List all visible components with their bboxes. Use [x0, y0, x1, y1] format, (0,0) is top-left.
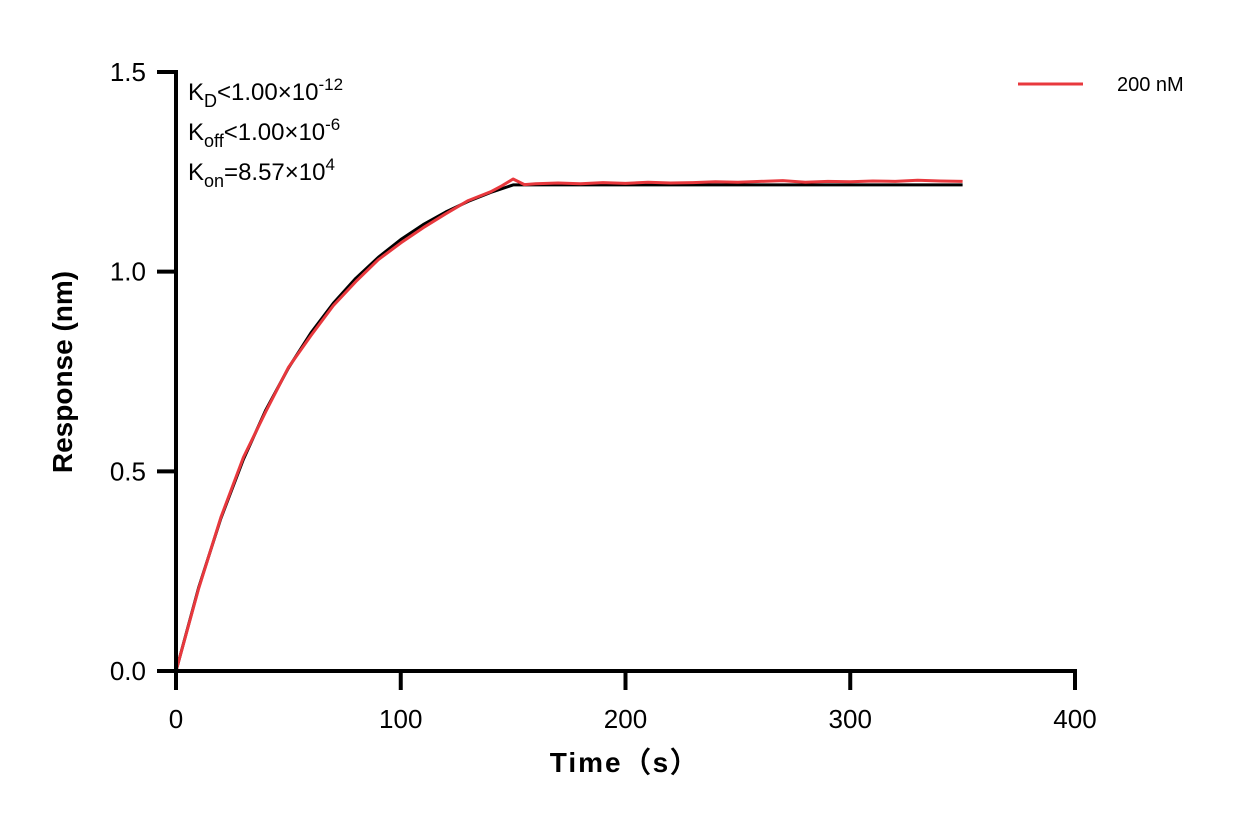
annotation-D: KD<1.00×10-12 [188, 75, 343, 111]
y-tick-label: 1.0 [110, 257, 146, 287]
y-axis-title: Response (nm) [47, 271, 78, 473]
x-tick-label: 0 [169, 704, 183, 734]
fit-curve-line [174, 183, 963, 672]
x-tick-label: 200 [604, 704, 647, 734]
kinetics-annotations: KD<1.00×10-12 Koff<1.00×10-6 Kon=8.57×104 [188, 75, 343, 191]
ticks: 0 100 200 300 400 0.0 0.5 1.0 1.5 [110, 57, 1097, 734]
x-tick-label: 100 [379, 704, 422, 734]
y-tick-label: 0.5 [110, 456, 146, 486]
x-tick-label: 400 [1053, 704, 1096, 734]
annotation-on: Kon=8.57×104 [188, 155, 335, 191]
x-axis-title: Time（s） [550, 746, 700, 778]
x-tick-label: 300 [829, 704, 872, 734]
series-layer [174, 177, 963, 672]
annotation-off: Koff<1.00×10-6 [188, 115, 340, 151]
y-tick-label: 0.0 [110, 656, 146, 686]
y-tick-label: 1.5 [110, 57, 146, 87]
legend: 200 nM [1018, 74, 1184, 96]
series-line-200nm [174, 177, 963, 672]
legend-label: 200 nM [1117, 74, 1184, 96]
